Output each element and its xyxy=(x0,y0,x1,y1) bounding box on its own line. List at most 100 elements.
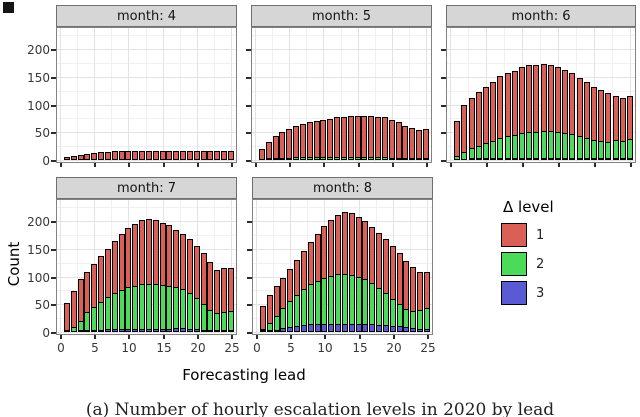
y-axis-tick xyxy=(51,221,56,223)
gridline-minor xyxy=(77,28,78,162)
bar-lead-14 xyxy=(153,151,159,160)
bar-segment-level-3 xyxy=(105,329,111,332)
bar-segment-level-3 xyxy=(591,158,597,160)
y-axis-tick xyxy=(51,249,56,251)
bar-segment-level-3 xyxy=(207,330,213,332)
bar-lead-15 xyxy=(160,151,166,160)
bar-segment-level-2 xyxy=(627,139,633,159)
bar-segment-level-1 xyxy=(207,262,213,311)
bar-segment-level-1 xyxy=(361,116,367,158)
bar-segment-level-3 xyxy=(194,329,200,332)
x-axis-tick xyxy=(427,335,429,339)
bar-lead-5 xyxy=(286,129,292,160)
bar-segment-level-1 xyxy=(342,212,348,275)
gridline-major xyxy=(94,28,95,162)
x-axis-tick xyxy=(486,163,488,167)
bar-lead-14 xyxy=(548,65,554,160)
bar-lead-9 xyxy=(119,151,125,160)
facet-strip: month: 5 xyxy=(251,5,432,27)
bar-segment-level-2 xyxy=(396,158,402,160)
bar-lead-4 xyxy=(84,154,90,160)
bar-segment-level-2 xyxy=(139,284,145,330)
bar-lead-13 xyxy=(342,212,348,332)
bar-segment-level-1 xyxy=(327,119,333,158)
bar-segment-level-3 xyxy=(321,324,327,332)
legend-key-level-3-swatch xyxy=(501,281,527,305)
gridline-minor xyxy=(447,63,635,64)
bar-segment-level-3 xyxy=(260,330,266,332)
gridline-minor xyxy=(272,28,273,162)
bar-segment-level-1 xyxy=(187,239,193,294)
bar-segment-level-2 xyxy=(389,158,395,160)
bar-segment-level-3 xyxy=(569,158,575,160)
gridline-major xyxy=(358,28,359,162)
gridline-minor xyxy=(306,28,307,162)
x-axis-tick xyxy=(289,163,291,167)
bar-segment-level-1 xyxy=(301,251,307,290)
facet-strip-label: month: 7 xyxy=(117,180,176,196)
bar-segment-level-1 xyxy=(259,149,265,160)
x-axis-tick xyxy=(163,163,165,167)
gridline-major xyxy=(57,332,236,333)
gridline-major xyxy=(128,28,129,162)
facet-panel xyxy=(251,27,432,163)
bar-segment-level-3 xyxy=(342,324,348,332)
bar-segment-level-2 xyxy=(91,307,97,331)
x-axis-tick xyxy=(94,335,96,339)
bar-lead-13 xyxy=(146,151,152,160)
bar-segment-level-2 xyxy=(483,143,489,159)
bar-segment-level-3 xyxy=(469,158,475,160)
gridline-minor xyxy=(77,200,78,334)
bar-lead-12 xyxy=(139,151,145,160)
bar-lead-11 xyxy=(132,151,138,160)
bar-segment-level-3 xyxy=(78,330,84,332)
y-axis-tick xyxy=(51,332,56,334)
gridline-minor xyxy=(307,200,308,334)
bar-lead-10 xyxy=(320,120,326,160)
bar-lead-6 xyxy=(294,260,300,332)
y-axis-tick xyxy=(247,221,252,223)
bar-lead-20 xyxy=(591,87,597,160)
bar-segment-level-3 xyxy=(376,325,382,332)
bar-lead-9 xyxy=(314,121,320,160)
legend-item-label: 2 xyxy=(536,256,545,272)
bar-lead-8 xyxy=(308,242,314,332)
bar-lead-5 xyxy=(91,153,97,160)
bar-segment-level-3 xyxy=(221,330,227,332)
y-axis-tick-label: 0 xyxy=(42,326,50,340)
bar-lead-4 xyxy=(84,272,90,332)
bar-segment-level-3 xyxy=(91,330,97,332)
bar-segment-level-1 xyxy=(490,82,496,142)
bar-lead-5 xyxy=(91,264,97,332)
y-axis-tick-label: 50 xyxy=(34,126,50,140)
bar-lead-12 xyxy=(139,220,145,332)
bar-lead-19 xyxy=(187,151,193,160)
bar-lead-21 xyxy=(201,253,207,332)
bar-segment-level-3 xyxy=(548,158,554,160)
bar-segment-level-1 xyxy=(569,73,575,135)
bar-segment-level-3 xyxy=(541,158,547,160)
bar-segment-level-2 xyxy=(166,286,172,330)
bar-segment-level-3 xyxy=(555,158,561,160)
x-axis-tick-label: 10 xyxy=(121,341,137,355)
x-axis-tick-label: 10 xyxy=(317,341,333,355)
bar-segment-level-3 xyxy=(166,329,172,332)
bar-segment-level-3 xyxy=(267,330,273,332)
bar-segment-level-2 xyxy=(577,136,583,159)
y-axis-tick xyxy=(441,105,446,107)
bar-segment-level-2 xyxy=(273,158,279,160)
bar-segment-level-2 xyxy=(362,279,368,325)
bar-segment-level-1 xyxy=(160,151,166,160)
gridline-minor xyxy=(447,35,635,36)
bar-segment-level-2 xyxy=(591,140,597,159)
facet-strip: month: 4 xyxy=(56,5,237,27)
bar-lead-5 xyxy=(287,269,293,332)
bar-lead-25 xyxy=(228,268,234,332)
bar-lead-2 xyxy=(71,291,77,332)
bar-lead-23 xyxy=(214,151,220,160)
bar-segment-level-3 xyxy=(98,330,104,332)
bar-segment-level-2 xyxy=(221,312,227,331)
y-axis-tick-label: 200 xyxy=(27,43,50,57)
bar-segment-level-1 xyxy=(423,129,429,159)
legend-item: 3 xyxy=(501,281,554,305)
